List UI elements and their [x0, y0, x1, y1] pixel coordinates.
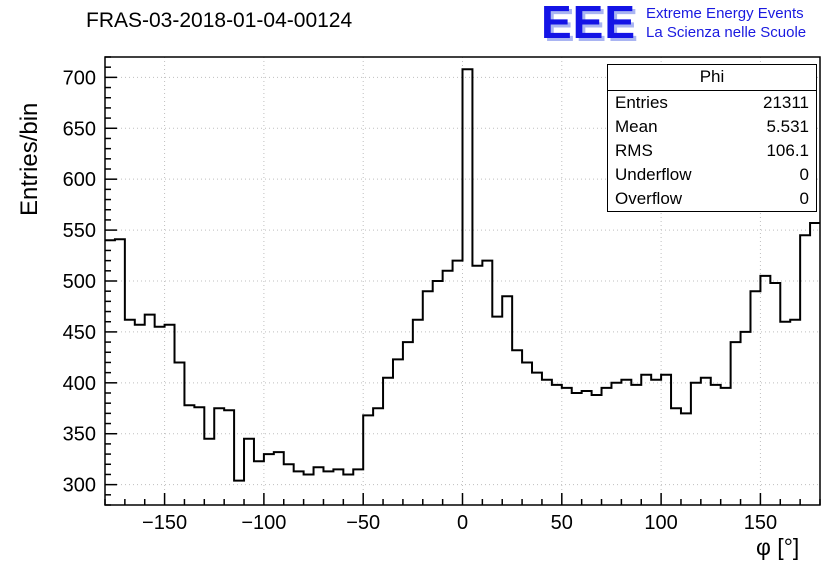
plot-title: FRAS-03-2018-01-04-00124 — [86, 9, 353, 32]
x-tick-label: 0 — [457, 512, 468, 534]
eee-logo-acronym: EEE — [541, 0, 637, 48]
y-tick-label: 700 — [63, 67, 96, 89]
stats-label: Underflow — [615, 165, 692, 184]
stats-label: Overflow — [615, 189, 683, 208]
x-tick-label: −50 — [346, 512, 380, 534]
stats-label: RMS — [615, 141, 653, 160]
y-tick-label: 450 — [63, 322, 96, 344]
stats-row-mean: Mean 5.531 — [608, 115, 816, 139]
histogram-step-line — [105, 68, 820, 482]
stats-label: Entries — [615, 93, 668, 112]
y-tick-label: 600 — [63, 169, 96, 191]
y-axis-label: Entries/bin — [16, 102, 43, 216]
x-tick-label: 150 — [744, 512, 777, 534]
x-tick-label: −150 — [142, 512, 187, 534]
y-tick-label: 650 — [63, 118, 96, 140]
stats-value: 5.531 — [766, 117, 809, 136]
y-tick-label: 300 — [63, 475, 96, 497]
stats-value: 106.1 — [766, 141, 809, 160]
stats-row-overflow: Overflow 0 — [608, 187, 816, 211]
stats-box-title: Phi — [608, 65, 816, 91]
stats-row-rms: RMS 106.1 — [608, 139, 816, 163]
stats-row-entries: Entries 21311 — [608, 91, 816, 115]
eee-logo-line1: Extreme Energy Events — [646, 5, 804, 22]
y-tick-label: 350 — [63, 424, 96, 446]
x-axis-label: φ [°] — [756, 534, 800, 560]
stats-label: Mean — [615, 117, 658, 136]
stats-value: 0 — [799, 165, 809, 184]
eee-logo-line2: La Scienza nelle Scuole — [646, 24, 807, 41]
y-tick-label: 400 — [63, 373, 96, 395]
y-tick-label: 500 — [63, 271, 96, 293]
stats-value: 0 — [799, 189, 809, 208]
x-tick-label: −100 — [241, 512, 286, 534]
y-tick-label: 550 — [63, 220, 96, 242]
x-tick-label: 100 — [644, 512, 677, 534]
stats-value: 21311 — [762, 93, 809, 112]
eee-logo: EEE Extreme Energy Events La Scienza nel… — [541, 0, 806, 48]
eee-logo-text: Extreme Energy Events La Scienza nelle S… — [646, 4, 806, 42]
stats-box: Phi Entries 21311 Mean 5.531 RMS 106.1 U… — [607, 64, 817, 212]
stats-row-underflow: Underflow 0 — [608, 163, 816, 187]
x-tick-label: 50 — [551, 512, 573, 534]
